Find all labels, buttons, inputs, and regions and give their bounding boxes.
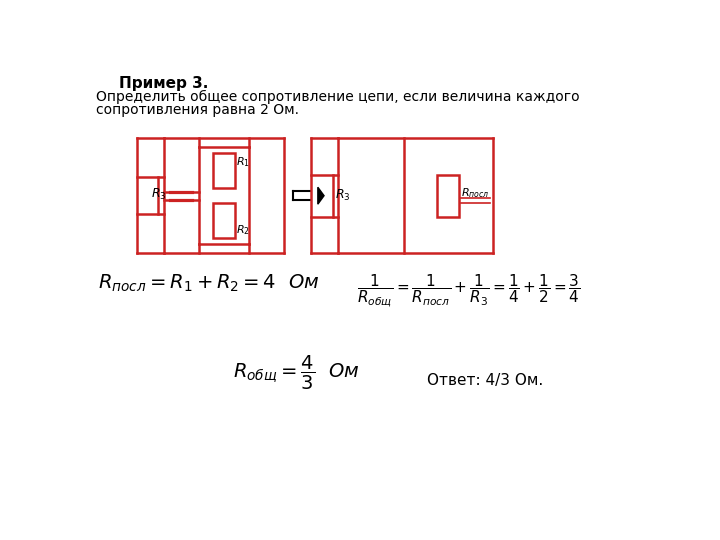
Bar [311,174,333,217]
Text: сопротивления равна 2 Ом.: сопротивления равна 2 Ом. [96,103,300,117]
Text: $R_{посл}$: $R_{посл}$ [462,186,490,199]
Text: $R_3$: $R_3$ [151,187,167,202]
Text: Пример 3.: Пример 3. [120,76,209,91]
Bar [213,204,235,238]
Text: $R_1$: $R_1$ [236,155,250,168]
Text: Ответ: 4/3 Ом.: Ответ: 4/3 Ом. [427,373,544,388]
Text: $R_2$: $R_2$ [236,222,250,237]
Text: $R_{\mathit{общ}} = \dfrac{4}{3} \ \ \mathit{Ом}$: $R_{\mathit{общ}} = \dfrac{4}{3} \ \ \ma… [233,354,360,391]
Text: $R_3$: $R_3$ [335,188,351,203]
Bar [437,174,459,217]
Bar [137,177,158,214]
Bar [213,153,235,188]
Text: Определить общее сопротивление цепи, если величина каждого: Определить общее сопротивление цепи, есл… [96,90,580,104]
Polygon shape [318,187,324,204]
Text: $R_{\mathit{посл}} = R_1 + R_2 = 4 \ \ \mathit{Ом}$: $R_{\mathit{посл}} = R_1 + R_2 = 4 \ \ \… [98,273,319,294]
Text: $\dfrac{1}{R_{\mathit{общ}}} = \dfrac{1}{R_{\mathit{посл}}} + \dfrac{1}{R_3} = \: $\dfrac{1}{R_{\mathit{общ}}} = \dfrac{1}… [357,273,581,310]
